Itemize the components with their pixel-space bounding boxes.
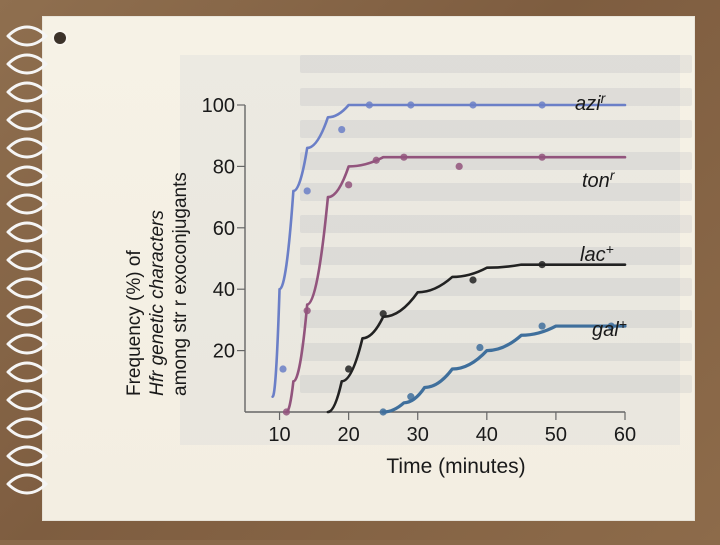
background-text-shadow-5 xyxy=(300,183,692,201)
x-tick-label-20: 20 xyxy=(338,424,360,446)
x-tick-label-60: 60 xyxy=(614,424,636,446)
y-axis-label-line-2: Hfr genetic characters xyxy=(147,210,168,396)
data-point-azi-r-4 xyxy=(365,101,373,109)
data-point-ton-r-7 xyxy=(538,153,546,161)
data-point-lac--3 xyxy=(469,276,477,284)
data-point-gal--1 xyxy=(379,408,387,416)
data-point-ton-r-4 xyxy=(372,156,380,164)
data-point-ton-r-6 xyxy=(455,162,463,170)
x-tick-label-50: 50 xyxy=(545,424,567,446)
background-text-shadow-6 xyxy=(300,215,692,233)
series-label-1: tonr xyxy=(582,167,616,192)
data-point-azi-r-6 xyxy=(469,101,477,109)
series-line-lac- xyxy=(326,263,627,414)
data-point-azi-r-5 xyxy=(407,101,415,109)
data-point-gal--3 xyxy=(476,343,484,352)
data-point-ton-r-1 xyxy=(282,408,291,416)
background-text-shadow-9 xyxy=(300,310,692,328)
background-text-shadow-7 xyxy=(300,247,692,265)
data-point-ton-r-3 xyxy=(345,181,353,189)
paper-sheet xyxy=(42,16,695,521)
data-point-gal--5 xyxy=(607,322,615,330)
series-label-superscript-2: + xyxy=(606,241,614,257)
y-tick-label-40: 40 xyxy=(213,279,235,301)
series-label-superscript-3: + xyxy=(619,316,627,332)
data-point-azi-r-3 xyxy=(338,125,346,134)
series-label-text-2: lac xyxy=(580,244,606,266)
background-text-shadow-1 xyxy=(300,55,692,73)
series-line-ton-r xyxy=(285,155,627,414)
data-point-azi-r-2 xyxy=(303,187,311,195)
y-tick-label-60: 60 xyxy=(213,218,235,240)
background-text-shadow-2 xyxy=(300,88,692,106)
series-label-text-1: ton xyxy=(582,170,610,192)
series-label-text-3: gal xyxy=(592,319,619,341)
data-point-lac--1 xyxy=(345,365,353,373)
background-text-shadow-10 xyxy=(300,343,692,361)
series-line-gal- xyxy=(381,324,627,414)
x-tick-label-10: 10 xyxy=(268,424,290,446)
scan-tint-panel xyxy=(180,55,680,445)
data-point-lac--4 xyxy=(538,261,546,269)
y-axis-label-group: Frequency (%) of Hfr genetic characters … xyxy=(124,172,191,396)
data-point-gal--4 xyxy=(538,322,546,330)
y-tick-label-80: 80 xyxy=(213,156,235,178)
background-text-shadow-3 xyxy=(300,120,692,138)
y-tick-label-100: 100 xyxy=(202,95,235,117)
series-label-text-0: azi xyxy=(575,93,601,115)
background-text-shadow-8 xyxy=(300,278,692,296)
data-point-ton-r-2 xyxy=(303,307,311,315)
series-label-2: lac+ xyxy=(580,241,614,266)
data-point-lac--2 xyxy=(379,310,387,318)
data-point-ton-r-5 xyxy=(400,153,408,161)
series-label-3: gal+ xyxy=(592,316,627,341)
data-point-azi-r-1 xyxy=(279,365,287,373)
series-label-superscript-1: r xyxy=(610,167,616,183)
x-tick-label-30: 30 xyxy=(407,424,429,446)
binder-hole xyxy=(54,32,66,44)
x-tick-label-40: 40 xyxy=(476,424,498,446)
series-lines xyxy=(271,103,627,414)
axes-group: 20 40 60 80 100 10 20 30 40 50 60 xyxy=(202,95,637,446)
y-axis-label-line-3: among str r exoconjugants xyxy=(170,172,191,396)
background-text-shadow-11 xyxy=(300,375,692,393)
y-tick-label-20: 20 xyxy=(213,341,235,363)
data-point-azi-r-7 xyxy=(538,101,546,109)
series-label-superscript-0: r xyxy=(601,90,607,106)
x-axis-label: Time (minutes) xyxy=(386,455,525,478)
series-label-0: azir xyxy=(575,90,607,115)
series-points xyxy=(279,101,615,416)
y-axis-label-line-1: Frequency (%) of xyxy=(124,250,145,396)
series-line-azi-r xyxy=(271,103,627,398)
data-point-gal--2 xyxy=(407,393,415,401)
